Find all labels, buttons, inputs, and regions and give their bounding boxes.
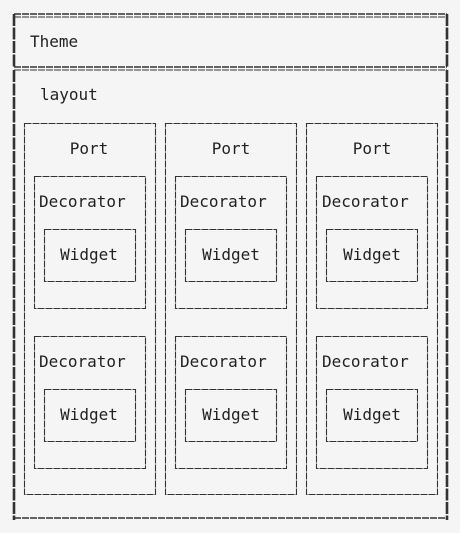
widget-label: Widget [343, 245, 401, 264]
layout-label: layout [40, 85, 98, 104]
decorator-label: Decorator [322, 352, 409, 371]
widget-box [184, 228, 278, 283]
port-label: Port [69, 139, 109, 158]
layout-box [12, 70, 449, 520]
decorator-box [33, 335, 147, 470]
theme-label: Theme [30, 32, 79, 51]
port-box [164, 122, 298, 496]
widget-label: Widget [60, 405, 118, 424]
decorator-box [174, 175, 288, 310]
widget-box [43, 388, 137, 443]
widget-box [325, 228, 419, 283]
decorator-label: Decorator [180, 352, 267, 371]
port-box [23, 122, 157, 496]
widget-label: Widget [202, 245, 260, 264]
port-box [305, 122, 439, 496]
decorator-box [33, 175, 147, 310]
decorator-box [174, 335, 288, 470]
widget-label: Widget [202, 405, 260, 424]
widget-label: Widget [343, 405, 401, 424]
widget-box [43, 228, 137, 283]
decorator-box [315, 175, 429, 310]
decorator-label: Decorator [39, 192, 126, 211]
widget-box [325, 388, 419, 443]
theme-box [12, 13, 449, 71]
decorator-label: Decorator [180, 192, 267, 211]
decorator-box [315, 335, 429, 470]
widget-box [184, 388, 278, 443]
port-label: Port [352, 139, 392, 158]
port-label: Port [211, 139, 251, 158]
decorator-label: Decorator [39, 352, 126, 371]
ports-layer [23, 122, 439, 496]
decorator-label: Decorator [322, 192, 409, 211]
widget-label: Widget [60, 245, 118, 264]
